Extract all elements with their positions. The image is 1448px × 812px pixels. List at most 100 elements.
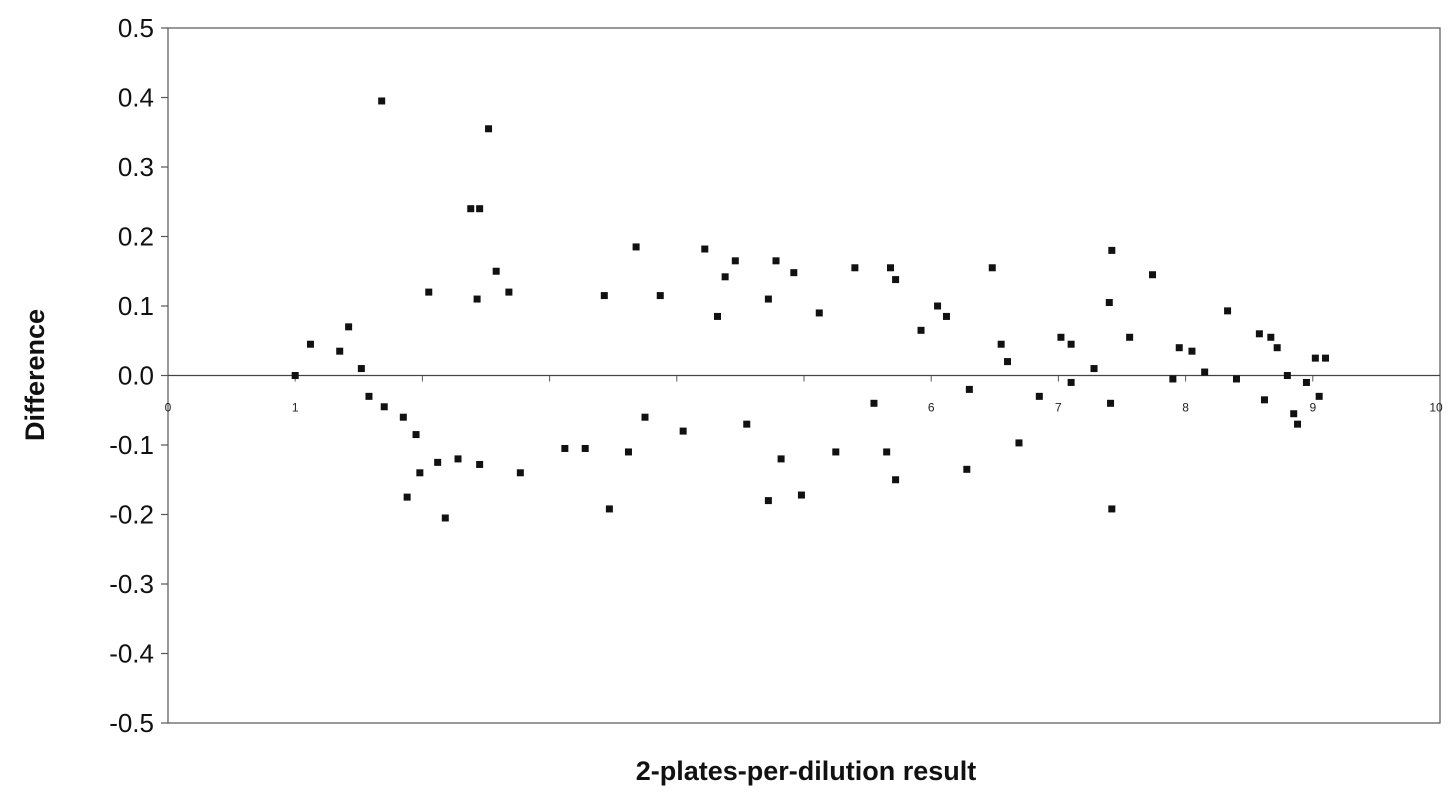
data-point (1232, 375, 1240, 383)
data-point (1057, 333, 1065, 341)
data-point (1273, 344, 1281, 352)
data-point (917, 326, 925, 334)
data-point (1201, 368, 1209, 376)
y-axis-title: Difference (20, 309, 50, 441)
y-tick-label: 0.5 (118, 13, 154, 43)
data-point (624, 448, 632, 456)
data-point (870, 399, 878, 407)
data-point (997, 340, 1005, 348)
data-point (492, 267, 500, 275)
data-point (1260, 396, 1268, 404)
data-point (1169, 375, 1177, 383)
data-point (454, 455, 462, 463)
data-point (942, 312, 950, 320)
data-point (851, 264, 859, 272)
data-point (1283, 372, 1291, 379)
data-point (764, 295, 772, 303)
data-point (1311, 354, 1319, 362)
data-point (1090, 365, 1098, 373)
data-point (892, 476, 900, 484)
data-point (743, 420, 751, 428)
x-tick-label: 9 (1309, 401, 1316, 415)
data-point (505, 288, 513, 296)
data-point (988, 264, 996, 272)
data-point (764, 497, 772, 505)
data-point (345, 323, 353, 331)
data-point (1302, 378, 1310, 386)
data-point (1126, 333, 1134, 341)
y-tick-label: 0.2 (118, 222, 154, 252)
data-point (714, 312, 722, 320)
data-point (1267, 333, 1275, 341)
data-point (399, 413, 407, 421)
data-point (892, 276, 900, 284)
data-point (476, 460, 484, 468)
data-point (581, 444, 589, 452)
data-point (1315, 392, 1323, 400)
y-tick-label: -0.1 (109, 430, 154, 460)
y-tick-label: -0.4 (109, 639, 154, 669)
data-point (632, 243, 640, 251)
data-point (1004, 358, 1012, 366)
data-point (1255, 330, 1263, 338)
data-point (1105, 299, 1113, 307)
data-point (679, 427, 687, 435)
data-point (656, 292, 664, 300)
data-point (441, 514, 449, 522)
data-point (434, 458, 442, 466)
data-point (306, 340, 314, 348)
data-point (1108, 505, 1116, 513)
data-point (1294, 420, 1302, 428)
data-point (1108, 246, 1116, 254)
data-point (365, 392, 373, 400)
x-tick-label: 8 (1182, 401, 1189, 415)
x-tick-label: 1 (292, 401, 299, 415)
data-point (291, 372, 299, 379)
y-tick-label: 0.4 (118, 83, 154, 113)
data-point (357, 365, 365, 373)
data-point (777, 455, 785, 463)
data-point (1188, 347, 1196, 355)
data-point (832, 448, 840, 456)
data-point (883, 448, 891, 456)
data-point (815, 309, 823, 317)
y-tick-label: 0.0 (118, 361, 154, 391)
x-tick-label: 6 (928, 401, 935, 415)
data-point (1290, 410, 1298, 418)
data-point (476, 205, 484, 213)
data-point (467, 205, 475, 213)
data-point (425, 288, 433, 296)
data-point (790, 269, 798, 277)
data-point (485, 125, 493, 133)
data-point (600, 292, 608, 300)
data-point (1015, 439, 1023, 447)
data-point (473, 295, 481, 303)
data-point (1035, 392, 1043, 400)
data-point (701, 245, 709, 253)
x-tick-label: 7 (1055, 401, 1062, 415)
data-point (380, 403, 388, 411)
data-point (1067, 340, 1075, 348)
y-tick-label: -0.5 (109, 708, 154, 738)
data-point (403, 493, 411, 501)
y-axis-ticks: -0.5 -0.4 -0.3 -0.2 -0.1 0.0 0.1 0.2 0.3 0.4 0.5 (109, 13, 168, 738)
y-tick-label: -0.3 (109, 569, 154, 599)
data-point (934, 302, 942, 310)
data-point (797, 491, 805, 499)
data-point (336, 347, 344, 355)
data-point (605, 505, 613, 513)
x-tick-label: 10 (1429, 401, 1443, 415)
data-point (886, 264, 894, 272)
data-point (963, 465, 971, 473)
x-axis-title: 2-plates-per-dilution result (636, 756, 977, 786)
y-tick-label: -0.2 (109, 500, 154, 530)
data-point (731, 257, 739, 265)
data-point (412, 431, 420, 439)
data-point (1149, 271, 1157, 279)
x-tick-label: 0 (165, 401, 172, 415)
data-point (561, 444, 569, 452)
data-point (1067, 378, 1075, 386)
data-point (1107, 399, 1115, 407)
data-point (1322, 354, 1330, 362)
